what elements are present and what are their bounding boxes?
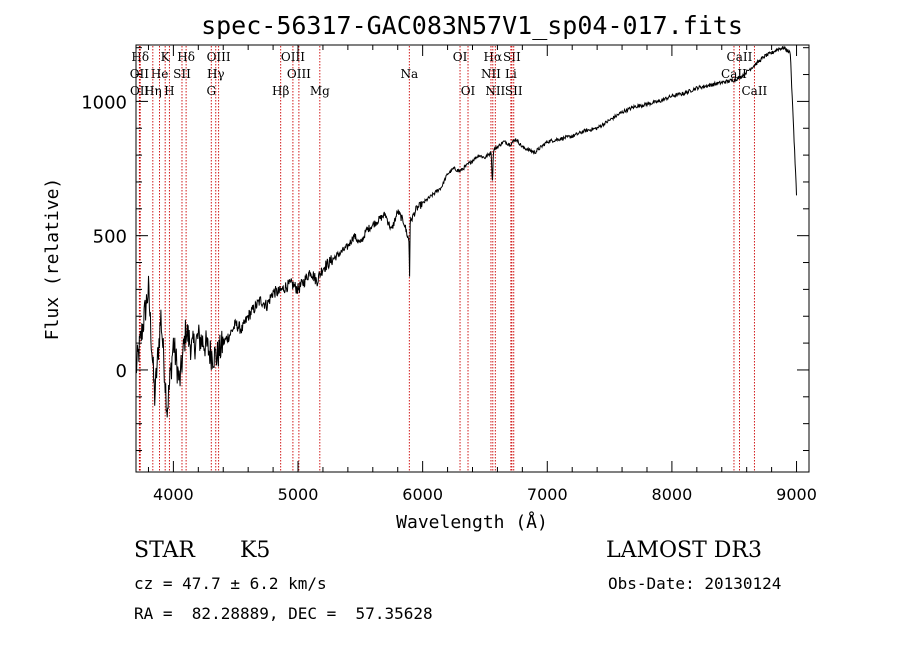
x-tick-labels: 4000 5000 6000 7000 8000 9000: [153, 485, 817, 504]
line-marker-label: CaII: [721, 67, 747, 81]
line-marker-label: OI: [453, 50, 468, 64]
line-marker-label: Hγ: [207, 67, 225, 81]
x-tick-label: 5000: [278, 485, 319, 504]
line-marker-label: Hα: [484, 50, 503, 64]
y-tick-label: 1000: [81, 92, 127, 113]
y-axis-label: Flux (relative): [42, 178, 63, 341]
line-marker-label: SII: [505, 84, 523, 98]
line-marker-label: Hη: [144, 84, 162, 98]
line-marker-label: Li: [505, 67, 517, 81]
line-marker-label: H: [164, 84, 174, 98]
line-marker-label: Na: [400, 67, 418, 81]
y-tick-label: 500: [93, 227, 127, 248]
object-class: STAR: [134, 538, 195, 563]
object-subclass: K5: [240, 538, 271, 563]
chart-title: spec-56317-GAC083N57V1_sp04-017.fits: [201, 11, 743, 40]
line-marker-label: K: [161, 50, 171, 64]
line-marker-label: OIII: [207, 50, 231, 64]
line-marker-label: G: [206, 84, 216, 98]
data-series: [135, 45, 797, 418]
line-marker-label: OIII: [287, 67, 311, 81]
x-tick-label: 6000: [402, 485, 443, 504]
survey-name: LAMOST DR3: [606, 538, 762, 563]
coordinates: RA = 82.28889, DEC = 57.35628: [134, 604, 433, 623]
line-marker-label: CaII: [741, 84, 767, 98]
line-marker-label: He: [151, 67, 169, 81]
line-marker-label: OI: [461, 84, 476, 98]
axis-ticks: [136, 45, 809, 472]
line-marker-label: OII: [130, 84, 150, 98]
line-marker-label: OIII: [281, 50, 305, 64]
line-marker-label: NII: [481, 67, 501, 81]
spectrum-line: [135, 45, 797, 418]
line-marker-label: NII: [485, 84, 505, 98]
x-tick-label: 7000: [527, 485, 568, 504]
line-marker-label: Hδ: [177, 50, 195, 64]
x-tick-label: 8000: [652, 485, 693, 504]
y-tick-labels: 0 500 1000: [81, 92, 127, 382]
plot-frame: [135, 44, 810, 473]
line-marker-label: SII: [503, 50, 521, 64]
x-tick-label: 9000: [776, 485, 817, 504]
line-marker-label: Mg: [310, 84, 330, 98]
x-axis-label: Wavelength (Å): [396, 511, 548, 533]
obs-date: Obs-Date: 20130124: [608, 574, 782, 593]
line-marker-label: Hδ: [131, 50, 149, 64]
x-tick-label: 4000: [153, 485, 194, 504]
line-marker-label: CaII: [727, 50, 753, 64]
line-marker-label: SII: [173, 67, 191, 81]
line-marker-label: Hβ: [272, 84, 289, 98]
y-tick-label: 0: [116, 361, 127, 382]
redshift-value: cz = 47.7 ± 6.2 km/s: [134, 574, 327, 593]
